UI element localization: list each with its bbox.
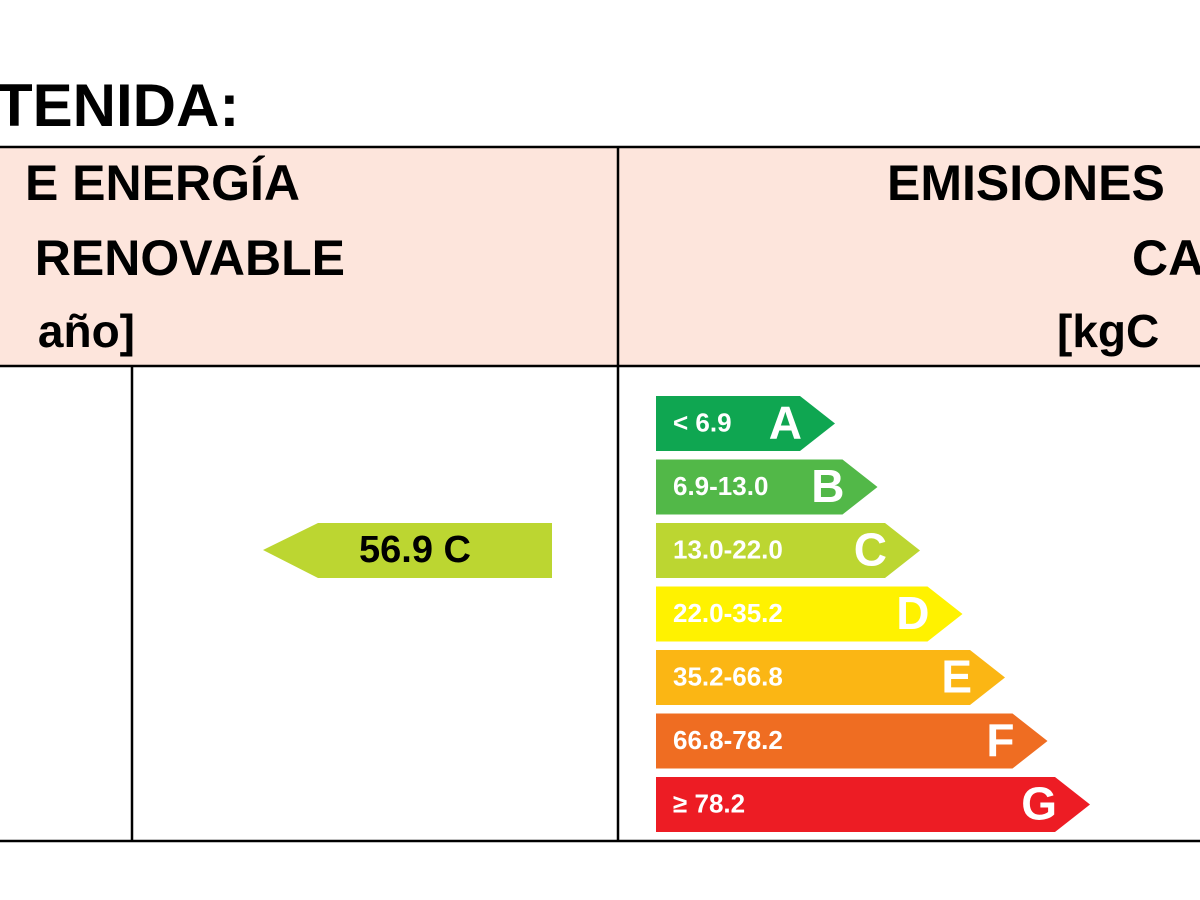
scale-range: 35.2-66.8 bbox=[673, 661, 783, 691]
scale-letter: D bbox=[896, 587, 929, 639]
scale-range: 13.0-22.0 bbox=[673, 534, 783, 564]
left-header-line: E ENERGÍA bbox=[25, 155, 300, 211]
heading: TENIDA: bbox=[0, 72, 239, 139]
left-header-line: año] bbox=[38, 305, 135, 357]
scale-bar bbox=[656, 523, 920, 578]
scale-range: 66.8-78.2 bbox=[673, 725, 783, 755]
scale-range: < 6.9 bbox=[673, 407, 732, 437]
scale-bar bbox=[656, 650, 1005, 705]
scale-letter: E bbox=[941, 651, 972, 703]
scale-bar bbox=[656, 777, 1090, 832]
scale-bar bbox=[656, 459, 878, 515]
header-background bbox=[0, 147, 1200, 365]
scale-bar bbox=[656, 586, 963, 642]
right-header-line: EMISIONES bbox=[887, 155, 1165, 211]
indicator-arrow bbox=[263, 523, 552, 578]
scale-bar bbox=[656, 396, 835, 451]
scale-letter: G bbox=[1021, 778, 1057, 830]
scale-letter: F bbox=[986, 714, 1014, 766]
right-header-line: [kgC bbox=[1057, 305, 1159, 357]
scale-letter: A bbox=[769, 397, 802, 449]
scale-bar bbox=[656, 713, 1048, 769]
scale-letter: C bbox=[854, 524, 887, 576]
indicator-label: 56.9 C bbox=[359, 529, 471, 571]
scale-range: ≥ 78.2 bbox=[673, 788, 745, 818]
scale-range: 6.9-13.0 bbox=[673, 471, 768, 501]
left-header-line: RENOVABLE bbox=[35, 230, 345, 286]
right-header-line: CA bbox=[1132, 230, 1200, 286]
scale-letter: B bbox=[811, 460, 844, 512]
scale-range: 22.0-35.2 bbox=[673, 598, 783, 628]
